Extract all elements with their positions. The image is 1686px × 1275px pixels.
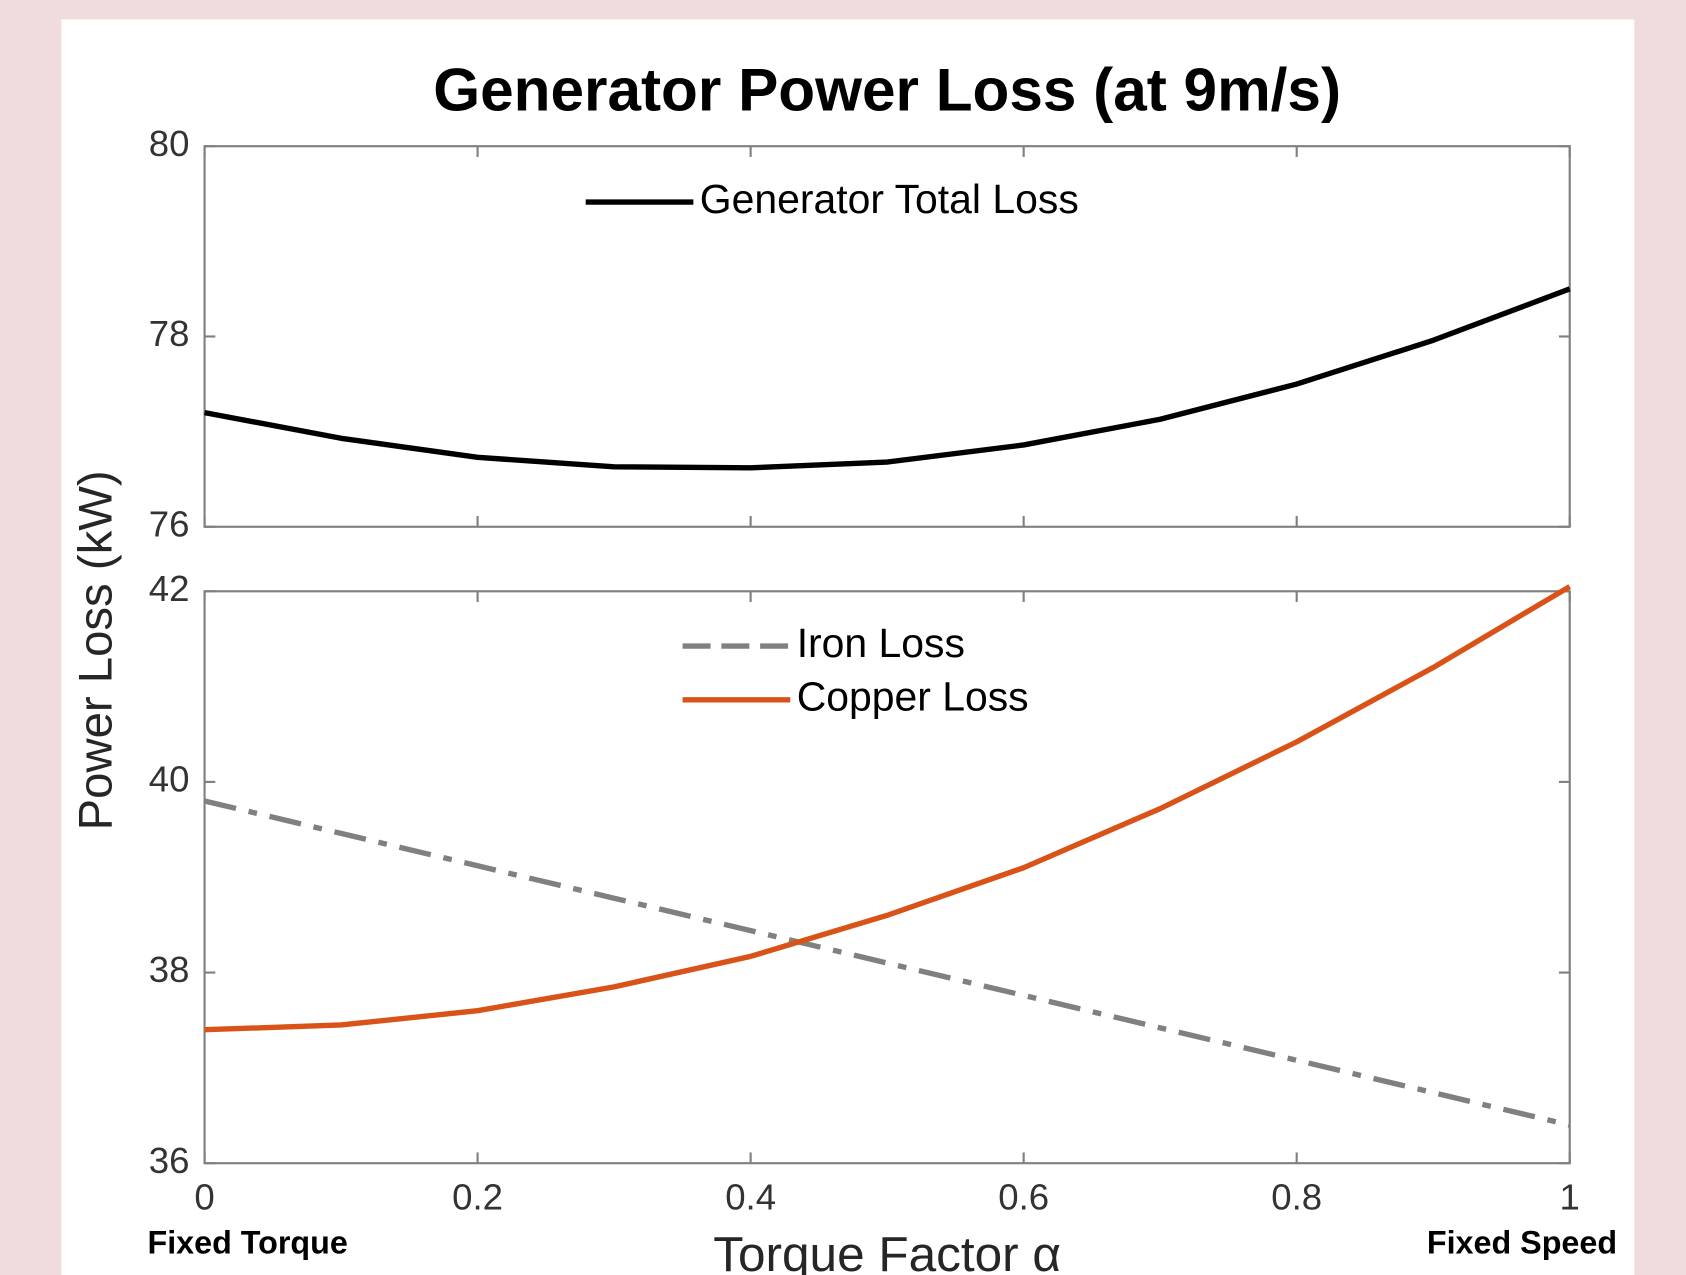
legend-label: Generator Total Loss bbox=[700, 176, 1079, 222]
x-tick-label: 0 bbox=[194, 1176, 214, 1217]
y-tick-label: 38 bbox=[149, 949, 190, 990]
data-line bbox=[204, 584, 1572, 1033]
chart-title: Generator Power Loss (at 9m/s) bbox=[433, 56, 1341, 124]
annotation: Fixed Speed bbox=[1427, 1224, 1617, 1260]
x-tick-label: 1 bbox=[1560, 1176, 1580, 1217]
data-line bbox=[204, 286, 1571, 471]
axes-box bbox=[203, 590, 1571, 1165]
y-tick-label: 42 bbox=[149, 568, 190, 609]
legend-label: Copper Loss bbox=[797, 674, 1029, 720]
y-tick-label: 76 bbox=[149, 503, 190, 544]
y-tick-label: 78 bbox=[149, 313, 190, 354]
annotation: Fixed Torque bbox=[147, 1224, 347, 1260]
y-axis-label: Power Loss (kW) bbox=[70, 470, 123, 830]
x-tick-label: 0.4 bbox=[725, 1176, 776, 1217]
figure-panel bbox=[61, 19, 1635, 1275]
y-tick-label: 36 bbox=[149, 1140, 190, 1181]
x-tick-label: 0.6 bbox=[998, 1176, 1049, 1217]
y-tick-label: 80 bbox=[149, 123, 190, 164]
axes-box bbox=[203, 145, 1571, 528]
x-tick-label: 0.2 bbox=[452, 1176, 503, 1217]
x-axis-label: Torque Factor α bbox=[713, 1227, 1061, 1275]
legend-label: Iron Loss bbox=[797, 620, 965, 666]
y-tick-label: 40 bbox=[149, 759, 190, 800]
x-tick-label: 0.8 bbox=[1271, 1176, 1322, 1217]
